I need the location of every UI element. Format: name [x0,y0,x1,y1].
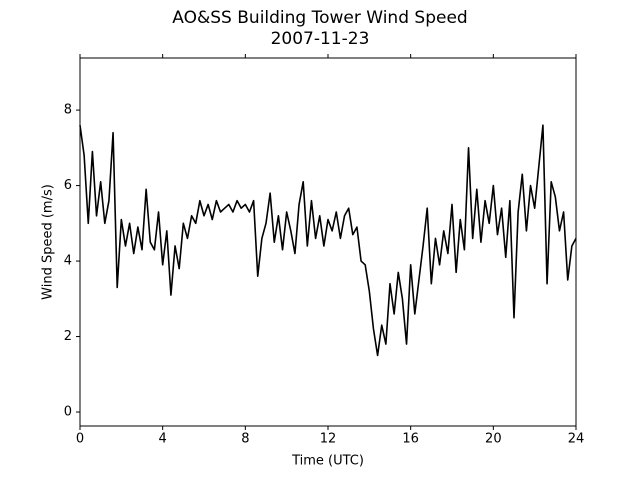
x-axis-label: Time (UTC) [291,454,364,469]
x-tick-label: 20 [485,432,502,447]
x-tick-label: 16 [402,432,419,447]
x-tick-label: 12 [320,432,337,447]
y-tick-label: 2 [64,329,72,344]
chart-subtitle: 2007-11-23 [271,29,370,49]
x-tick-label: 0 [76,432,84,447]
x-tick-label: 4 [159,432,167,447]
y-tick-label: 6 [64,178,72,193]
x-tick-label: 24 [568,432,585,447]
plot-frame [79,57,577,427]
chart-title: AO&SS Building Tower Wind Speed [172,8,467,28]
data-line [79,124,577,357]
y-tick-label: 4 [64,254,72,269]
y-tick-label: 0 [64,405,72,420]
y-axis-label: Wind Speed (m/s) [41,184,56,300]
y-tick-label: 8 [64,103,72,118]
x-tick-label: 8 [241,432,249,447]
